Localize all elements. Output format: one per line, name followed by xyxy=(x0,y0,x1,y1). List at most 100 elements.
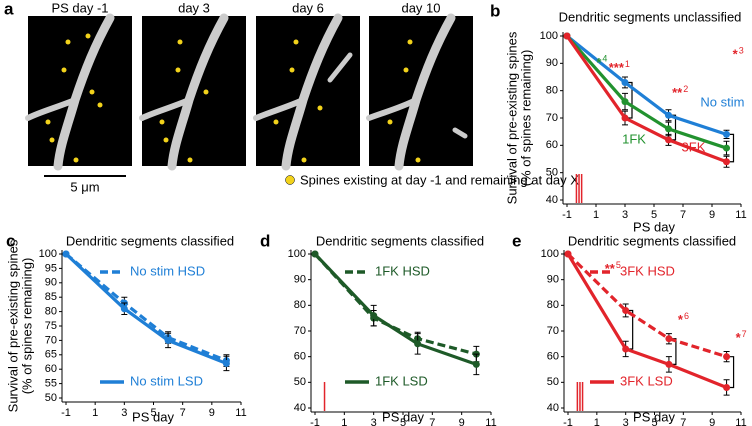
significance-index: 4 xyxy=(602,54,607,64)
scale-bar-label: 5 μm xyxy=(70,179,99,194)
x-tick-label: 9 xyxy=(709,209,715,221)
x-axis-label: PS day xyxy=(382,409,424,424)
data-point xyxy=(222,359,230,367)
x-tick-label: 3 xyxy=(622,209,628,221)
x-tick-label: 1 xyxy=(341,417,347,426)
data-point xyxy=(723,353,731,361)
data-point xyxy=(723,130,730,138)
data-point xyxy=(621,114,629,122)
series-line xyxy=(565,35,728,164)
chart-title: Dendritic segments classified xyxy=(66,233,234,248)
significance-index: 7 xyxy=(742,329,747,339)
data-point xyxy=(665,335,673,343)
y-tick-label: 70 xyxy=(294,325,306,337)
chart-title: Dendritic segments unclassified xyxy=(559,9,742,24)
y-tick-label: 80 xyxy=(547,299,559,311)
y-tick-label: 50 xyxy=(45,392,57,404)
series-line xyxy=(565,34,728,136)
y-tick-label: 100 xyxy=(39,248,57,260)
x-axis-label: PS day xyxy=(132,409,174,424)
data-point xyxy=(723,158,730,166)
x-tick-label: 1 xyxy=(593,209,599,221)
data-point xyxy=(311,250,319,258)
x-tick-label: 5 xyxy=(651,417,657,426)
x-tick-label: 9 xyxy=(209,407,215,419)
y-tick-label: 50 xyxy=(294,376,306,388)
significance: * xyxy=(678,312,684,327)
data-point xyxy=(414,340,422,348)
x-tick-label: 9 xyxy=(459,417,465,426)
y-tick-label: 40 xyxy=(294,402,306,414)
significance: * xyxy=(736,330,742,345)
y-tick-label: 80 xyxy=(45,306,57,318)
y-tick-label: 85 xyxy=(45,291,57,303)
y-tick-label: 80 xyxy=(294,299,306,311)
bracket xyxy=(628,309,634,350)
series-line xyxy=(565,34,728,150)
series-line xyxy=(64,252,228,365)
image-title: day 3 xyxy=(178,0,210,15)
x-tick-label: 11 xyxy=(735,209,746,221)
y-axis-label: Survival of pre-existing spines xyxy=(5,239,20,412)
series-line xyxy=(313,252,477,366)
data-point xyxy=(62,250,70,258)
data-point xyxy=(621,98,629,106)
y-tick-label: 60 xyxy=(547,351,559,363)
x-tick-label: -1 xyxy=(562,209,572,221)
bracket xyxy=(729,356,735,389)
image-title: day 6 xyxy=(292,0,324,15)
x-axis-label: PS day xyxy=(633,219,675,234)
y-tick-label: 55 xyxy=(45,378,57,390)
series-label: 3FK xyxy=(682,140,706,155)
data-point xyxy=(622,345,630,353)
panel-label: c xyxy=(6,231,15,250)
bracket xyxy=(729,133,735,163)
panel-label: e xyxy=(512,231,521,250)
y-tick-label: 75 xyxy=(45,320,57,332)
significance-index: 2 xyxy=(683,84,688,94)
image-title: day 10 xyxy=(401,0,440,15)
significance: * xyxy=(596,55,602,70)
y-tick-label: 40 xyxy=(546,194,558,206)
significance-index: 5 xyxy=(616,260,621,270)
data-point xyxy=(472,360,480,368)
series-line xyxy=(64,252,228,363)
data-point xyxy=(622,306,630,314)
y-axis-label: (% of spines remaining) xyxy=(19,258,34,395)
x-tick-label: 7 xyxy=(180,407,186,419)
data-point xyxy=(564,250,572,258)
data-point xyxy=(621,78,629,86)
micrographs xyxy=(25,13,473,171)
x-tick-label: 3 xyxy=(371,417,377,426)
y-tick-label: 90 xyxy=(547,274,559,286)
y-tick-label: 100 xyxy=(288,248,306,260)
x-tick-label: 11 xyxy=(235,407,246,419)
legend-label: No stim LSD xyxy=(130,373,203,388)
x-tick-label: 11 xyxy=(485,417,496,426)
y-tick-label: 60 xyxy=(294,351,306,363)
data-point xyxy=(723,144,730,152)
x-tick-label: 9 xyxy=(709,417,715,426)
y-tick-label: 65 xyxy=(45,349,57,361)
significance: ** xyxy=(605,261,616,276)
panel-label: b xyxy=(490,1,500,20)
x-tick-label: 7 xyxy=(680,209,686,221)
x-tick-label: 1 xyxy=(594,417,600,426)
y-tick-label: 40 xyxy=(547,402,559,414)
x-tick-label: 5 xyxy=(651,209,657,221)
significance: *** xyxy=(609,60,625,75)
x-tick-label: -1 xyxy=(310,417,320,426)
bracket xyxy=(671,338,677,365)
y-tick-label: 100 xyxy=(540,30,558,42)
series-label: No stim xyxy=(700,94,744,109)
data-point xyxy=(665,360,673,368)
significance: * xyxy=(733,47,739,62)
chart-title: Dendritic segments classified xyxy=(316,233,484,248)
y-tick-label: 90 xyxy=(45,277,57,289)
x-tick-label: 5 xyxy=(150,407,156,419)
legend-label: 1FK LSD xyxy=(375,373,428,388)
x-tick-label: 3 xyxy=(623,417,629,426)
legend-label: No stim HSD xyxy=(130,263,205,278)
y-tick-label: 70 xyxy=(546,112,558,124)
